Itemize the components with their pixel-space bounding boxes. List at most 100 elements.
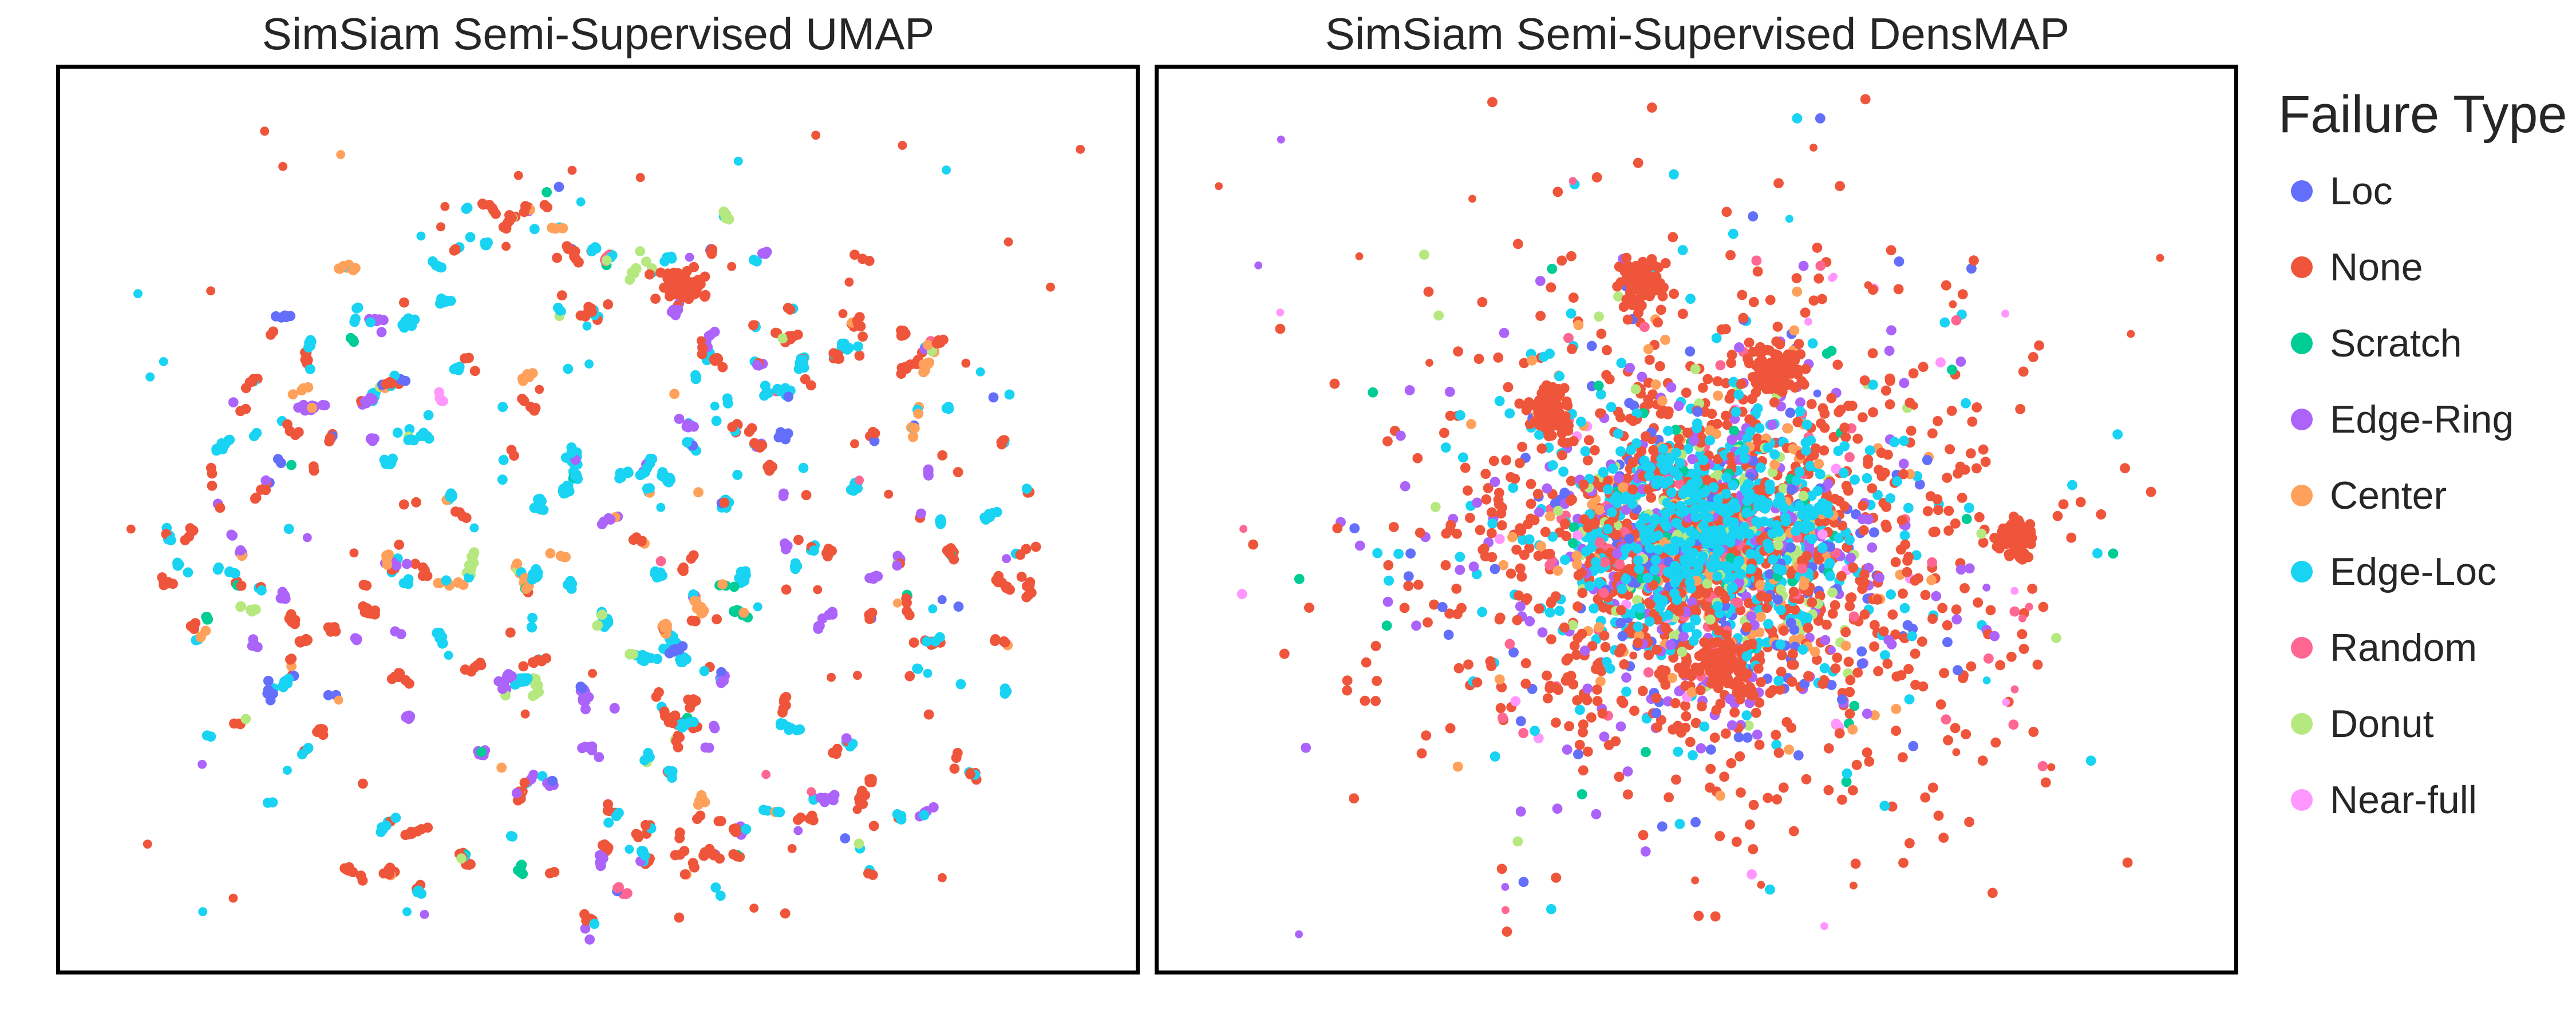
umap-point-none xyxy=(659,282,669,293)
umap-point-none xyxy=(678,565,689,576)
densmap-point-random xyxy=(1815,260,1826,271)
densmap-point-edge-loc xyxy=(2085,755,2096,766)
densmap-point-none xyxy=(1927,428,1938,439)
densmap-point-none xyxy=(1564,721,1575,732)
densmap-point-none xyxy=(1765,295,1776,306)
umap-point-none xyxy=(828,348,839,359)
umap-point-edge-loc xyxy=(758,805,769,815)
densmap-point-none xyxy=(1248,539,1259,550)
umap-point-edge-ring xyxy=(793,826,803,835)
densmap-point-edge-loc xyxy=(1752,494,1763,505)
umap-point-edge-loc xyxy=(666,768,677,779)
umap-point-edge-ring xyxy=(260,475,271,486)
umap-point-edge-ring xyxy=(226,529,237,540)
umap-point-none xyxy=(781,692,792,702)
umap-point-none xyxy=(644,269,655,280)
densmap-point-none xyxy=(1712,418,1722,429)
umap-point-edge-ring xyxy=(350,633,361,644)
densmap-point-edge-loc xyxy=(1801,445,1812,456)
umap-point-edge-ring xyxy=(674,414,685,424)
densmap-point-none xyxy=(1648,445,1659,455)
umap-point-none xyxy=(636,536,647,547)
densmap-point-edge-loc xyxy=(1621,573,1631,584)
umap-point-none xyxy=(1015,549,1026,560)
umap-point-none xyxy=(650,294,661,304)
densmap-point-edge-ring xyxy=(1625,363,1635,373)
umap-point-edge-loc xyxy=(418,427,429,438)
densmap-point-edge-loc xyxy=(1631,438,1642,449)
densmap-point-center xyxy=(1847,724,1858,735)
densmap-point-none xyxy=(1725,249,1736,260)
densmap-point-none xyxy=(1713,683,1724,694)
umap-point-none xyxy=(727,262,737,271)
umap-point-scratch xyxy=(203,614,214,625)
umap-point-edge-loc xyxy=(748,255,759,266)
umap-point-none xyxy=(357,778,368,789)
densmap-point-loc xyxy=(1772,594,1783,605)
umap-point-none xyxy=(991,575,1002,585)
densmap-point-none xyxy=(1851,759,1862,770)
densmap-point-none xyxy=(1977,755,1988,766)
umap-point-none xyxy=(800,374,811,385)
densmap-point-none xyxy=(1769,362,1780,372)
umap-point-scratch xyxy=(348,335,358,346)
umap-point-edge-ring xyxy=(864,573,875,584)
densmap-point-edge-loc xyxy=(1759,516,1769,527)
umap-point-none xyxy=(811,130,821,140)
densmap-point-loc xyxy=(1518,877,1529,888)
umap-point-none xyxy=(813,585,823,595)
densmap-point-edge-loc xyxy=(1606,402,1617,413)
umap-point-edge-loc xyxy=(789,561,800,572)
densmap-point-none xyxy=(1678,668,1689,679)
densmap-point-center xyxy=(1573,320,1584,331)
umap-point-none xyxy=(683,694,694,705)
umap-point-none xyxy=(556,290,567,301)
umap-point-center xyxy=(920,362,930,373)
densmap-point-none xyxy=(1913,573,1924,584)
densmap-point-none xyxy=(1702,374,1713,385)
umap-point-edge-loc xyxy=(930,636,941,647)
densmap-point-none xyxy=(1830,663,1841,674)
umap-point-none xyxy=(381,379,392,389)
densmap-point-edge-ring xyxy=(1726,434,1737,445)
densmap-point-none xyxy=(1806,399,1817,410)
densmap-point-none xyxy=(1568,292,1579,303)
densmap-point-edge-loc xyxy=(1457,452,1468,463)
densmap-point-none xyxy=(1722,678,1733,688)
densmap-point-none xyxy=(1957,493,1967,503)
densmap-point-none xyxy=(2052,510,2063,521)
densmap-point-loc xyxy=(1856,646,1867,657)
densmap-point-none xyxy=(1615,605,1626,616)
umap-point-none xyxy=(831,748,841,759)
densmap-point-none xyxy=(1579,514,1590,525)
densmap-point-none xyxy=(1819,422,1830,433)
densmap-point-none xyxy=(1681,656,1692,667)
densmap-point-none xyxy=(1852,433,1863,444)
umap-point-edge-loc xyxy=(691,371,702,382)
densmap-point-none xyxy=(1887,609,1898,620)
densmap-point-edge-loc xyxy=(1530,726,1540,736)
umap-plot xyxy=(56,65,1140,974)
densmap-point-none xyxy=(1685,736,1696,747)
densmap-point-none xyxy=(1653,317,1664,328)
umap-point-edge-loc xyxy=(919,810,930,821)
densmap-point-none xyxy=(1867,348,1878,359)
umap-point-none xyxy=(855,321,866,332)
densmap-point-none xyxy=(1552,187,1563,197)
densmap-point-none xyxy=(1502,926,1512,937)
densmap-point-none xyxy=(1279,648,1290,659)
densmap-point-edge-loc xyxy=(1590,557,1601,568)
densmap-point-none xyxy=(1523,397,1534,407)
umap-point-none xyxy=(673,287,683,298)
densmap-point-none xyxy=(1935,699,1946,710)
densmap-point-edge-ring xyxy=(1562,744,1573,755)
densmap-point-edge-loc xyxy=(1741,710,1752,721)
densmap-point-center xyxy=(1686,687,1697,698)
densmap-point-edge-loc xyxy=(1455,552,1465,562)
densmap-point-edge-loc xyxy=(1802,612,1813,623)
densmap-point-edge-loc xyxy=(1544,607,1555,618)
umap-point-edge-loc xyxy=(444,651,453,660)
densmap-point-none xyxy=(1826,393,1837,403)
densmap-point-none xyxy=(1726,758,1737,768)
densmap-point-none xyxy=(1592,696,1603,707)
